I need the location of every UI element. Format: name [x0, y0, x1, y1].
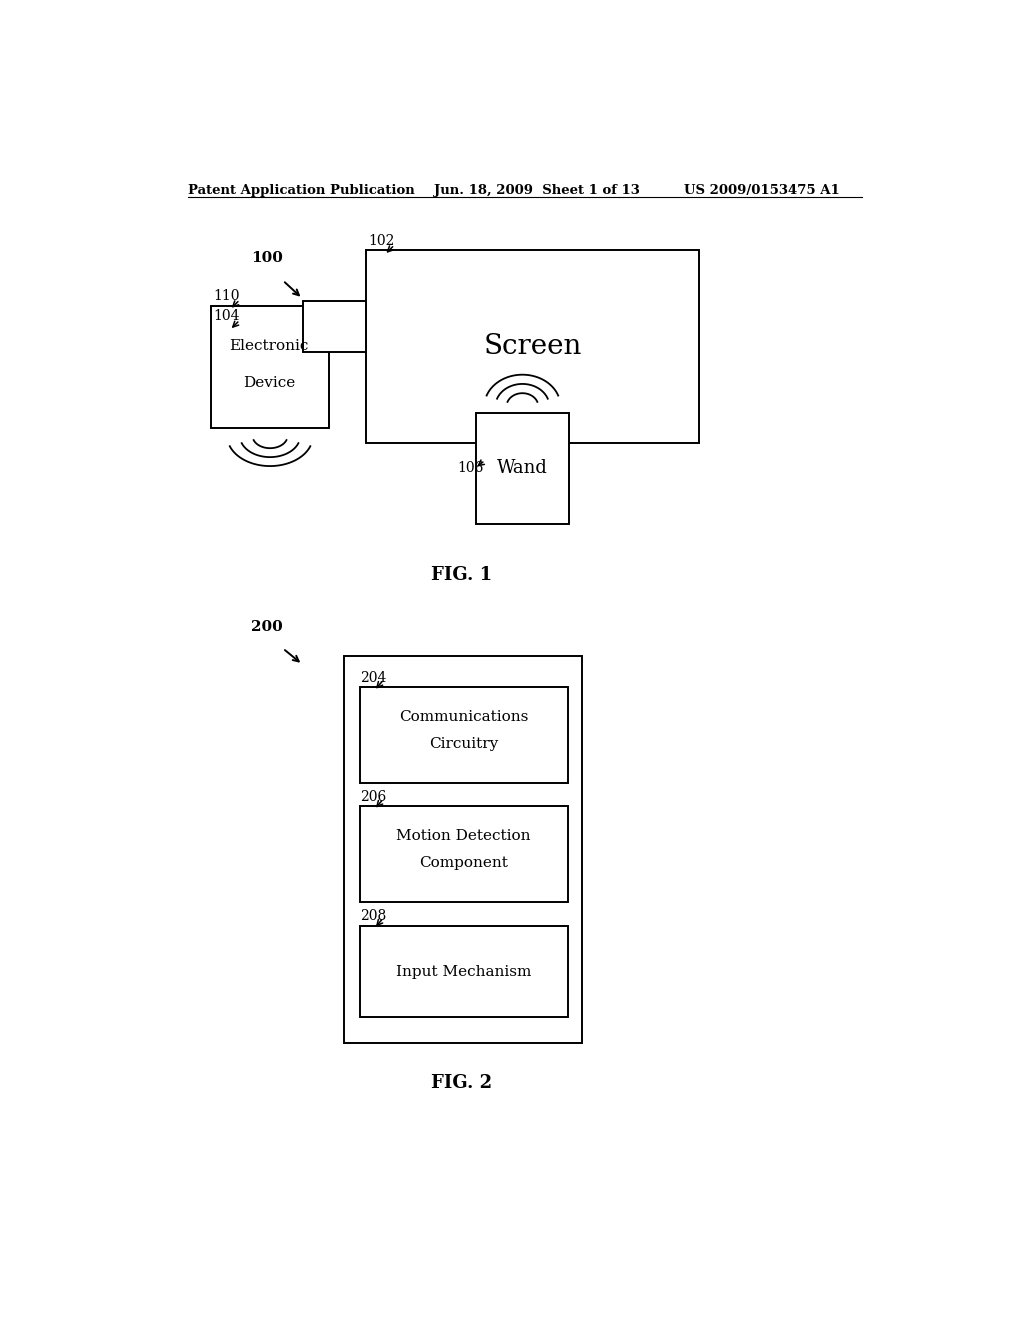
Bar: [359, 925, 567, 1018]
Bar: [359, 686, 567, 784]
Text: Device: Device: [243, 376, 295, 389]
Text: Electronic: Electronic: [229, 339, 309, 354]
Text: Jun. 18, 2009  Sheet 1 of 13: Jun. 18, 2009 Sheet 1 of 13: [433, 183, 639, 197]
Bar: [367, 249, 699, 444]
Bar: [211, 306, 329, 428]
Bar: [303, 301, 367, 351]
Text: 106: 106: [458, 462, 483, 475]
Text: Communications: Communications: [399, 710, 528, 725]
Text: Component: Component: [419, 855, 508, 870]
Text: 100: 100: [251, 251, 283, 265]
Text: US 2009/0153475 A1: US 2009/0153475 A1: [684, 183, 840, 197]
Bar: [359, 805, 567, 903]
Text: 208: 208: [359, 908, 386, 923]
Text: Input Mechanism: Input Mechanism: [396, 965, 531, 978]
Text: 204: 204: [359, 671, 386, 685]
Bar: [475, 413, 569, 524]
Text: 102: 102: [369, 234, 395, 248]
Text: Wand: Wand: [497, 459, 548, 478]
Text: Circuitry: Circuitry: [429, 737, 499, 751]
Text: Patent Application Publication: Patent Application Publication: [187, 183, 415, 197]
Text: Screen: Screen: [483, 333, 582, 360]
Text: 110: 110: [214, 289, 241, 302]
Text: 206: 206: [359, 789, 386, 804]
Text: FIG. 1: FIG. 1: [431, 566, 492, 585]
Text: Motion Detection: Motion Detection: [396, 829, 530, 843]
Bar: [344, 656, 582, 1043]
Text: FIG. 2: FIG. 2: [431, 1074, 492, 1093]
Text: 104: 104: [214, 309, 241, 323]
Text: 200: 200: [251, 620, 283, 634]
